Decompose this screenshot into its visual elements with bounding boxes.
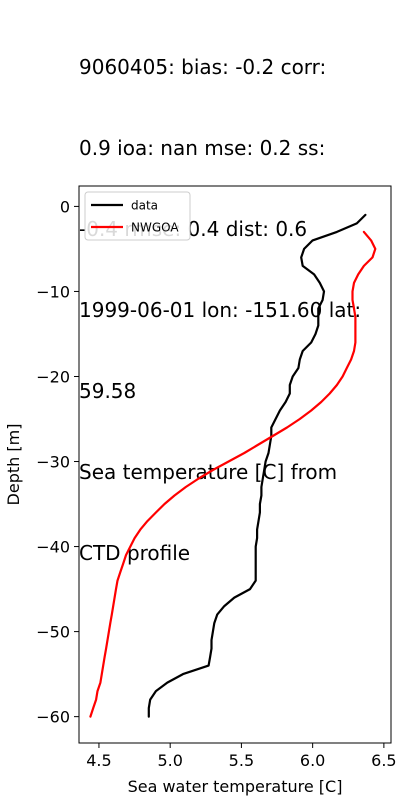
plot-frame	[78, 185, 392, 744]
y-tick-label: −20	[36, 367, 70, 386]
x-tick-label: 6.0	[300, 751, 325, 770]
x-tick-label: 5.0	[157, 751, 182, 770]
x-axis: 4.5 5.0 5.5 6.0 6.5	[86, 743, 397, 770]
y-tick-label: −30	[36, 453, 70, 472]
legend-label-nwgoa: NWGOA	[131, 221, 179, 235]
title-line: 59.58	[79, 379, 137, 403]
y-axis-label: Depth [m]	[4, 424, 23, 506]
y-tick-label: −10	[36, 282, 70, 301]
y-tick-label: −50	[36, 623, 70, 642]
title-line: 1999-06-01 lon: -151.60 lat:	[79, 298, 362, 322]
y-axis: 0 −10 −20 −30 −40 −50 −60	[36, 197, 79, 727]
title-line: CTD profile	[79, 541, 191, 565]
series-layer	[89, 213, 377, 718]
series-line-nwgoa	[89, 230, 377, 718]
x-tick-label: 6.5	[371, 751, 396, 770]
legend-label-data: data	[131, 199, 158, 213]
x-tick-label: 5.5	[229, 751, 254, 770]
title-line: 0.9 ioa: nan mse: 0.2 ss:	[79, 136, 326, 160]
y-tick-label: −60	[36, 708, 70, 727]
legend: data NWGOA	[84, 191, 191, 241]
x-tick-label: 4.5	[86, 751, 111, 770]
series-line-data	[147, 213, 367, 718]
title-line: 9060405: bias: -0.2 corr:	[79, 55, 327, 79]
y-tick-label: 0	[60, 197, 70, 216]
y-tick-label: −40	[36, 538, 70, 557]
x-axis-label: Sea water temperature [C]	[128, 777, 343, 796]
